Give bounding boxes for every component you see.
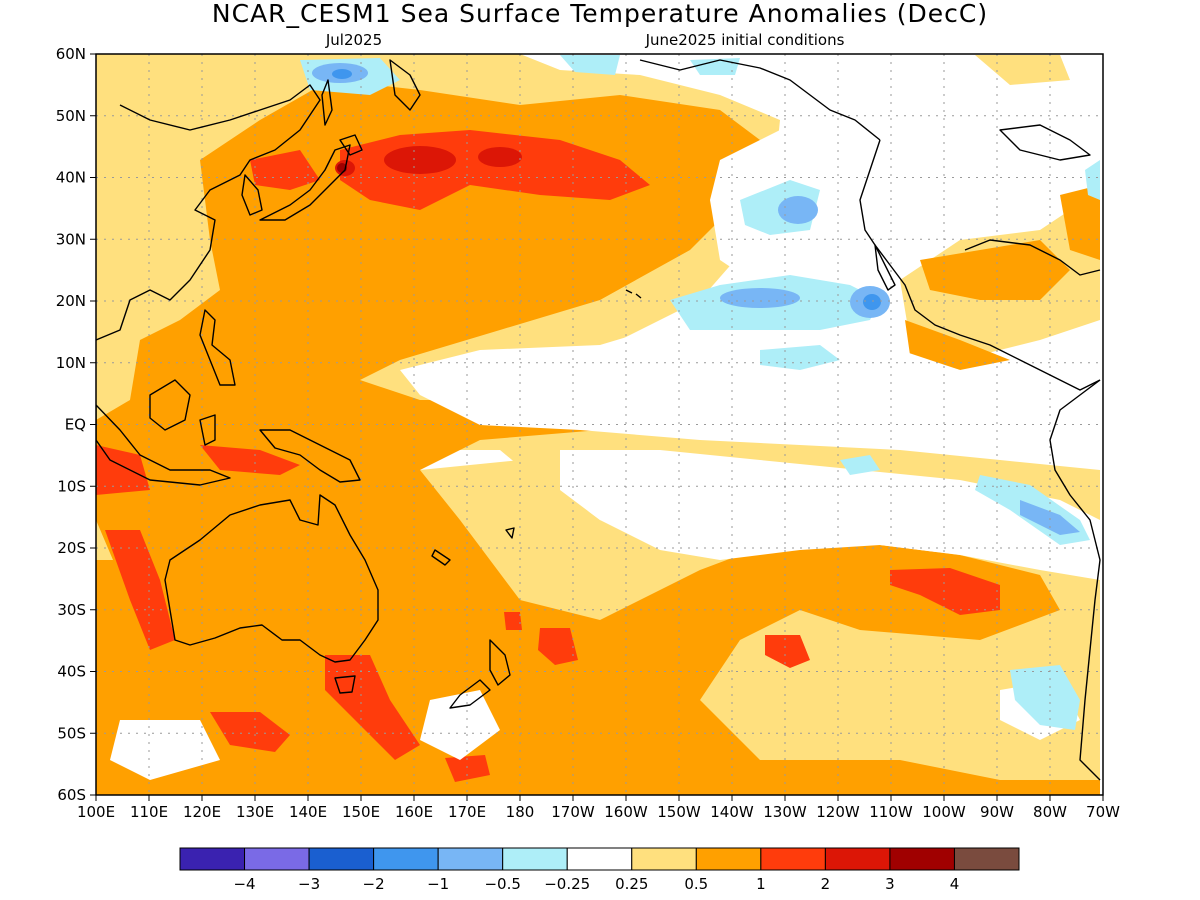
latitude-label: 50S (57, 724, 86, 742)
colorbar-label: 2 (821, 875, 831, 893)
longitude-label: 110E (130, 803, 168, 821)
colorbar-swatch (244, 847, 310, 871)
colorbar-swatch (824, 847, 891, 871)
colorbar-swatch (760, 847, 826, 871)
latitude-labels: 60N 50N 40N 30N 20N 10N EQ 10S 20S 30S 40S 50S 60S (56, 45, 86, 804)
hokkaido-coast (339, 134, 363, 156)
latitude-label: 40S (57, 663, 86, 681)
tasmania-coast (334, 675, 356, 694)
colorbar-swatch (502, 847, 568, 871)
australia-coast (164, 494, 379, 663)
initial-conditions-label: June2025 initial conditions (645, 31, 845, 49)
map-area (96, 54, 1103, 795)
map-title: NCAR_CESM1 Sea Surface Temperature Anoma… (212, 0, 988, 28)
longitude-labels: 100E 110E 120E 130E 140E 150E 160E 170E 180 170W 1… (77, 803, 1120, 821)
colorbar-swatch (631, 847, 697, 871)
longitude-label: 150W (657, 803, 701, 821)
longitude-label: 80W (1033, 803, 1067, 821)
longitude-label: 140W (710, 803, 754, 821)
longitude-label: 170E (448, 803, 486, 821)
colorbar-swatch (437, 847, 504, 871)
sulawesi-coast (199, 414, 216, 446)
latitude-label: EQ (65, 416, 86, 434)
colorbar-label: −4 (233, 875, 255, 893)
longitude-label: 170W (551, 803, 595, 821)
kamchatka-coast (389, 59, 421, 111)
colorbar-label: 3 (885, 875, 895, 893)
longitude-label: 100E (77, 803, 115, 821)
neutral-regions (110, 100, 1100, 780)
longitude-label: 160W (604, 803, 648, 821)
hawaii-islands (625, 289, 642, 299)
south-america-coast (1049, 379, 1101, 781)
colorbar-label: 4 (950, 875, 960, 893)
colorbar-label: 0.5 (684, 875, 708, 893)
philippines-coast (199, 309, 236, 386)
north-america-coast (859, 139, 1101, 391)
baja-california-coast (874, 244, 896, 291)
colorbar (179, 847, 1020, 871)
latitude-label: 10N (56, 354, 86, 372)
colorbar-swatch (695, 847, 762, 871)
coastlines (96, 59, 1101, 781)
new-zealand-south-coast (449, 679, 491, 709)
latitude-label: 20S (57, 539, 86, 557)
longitude-label: 130W (763, 803, 807, 821)
longitude-label: 90W (980, 803, 1014, 821)
valid-month-label: Jul2025 (325, 31, 382, 49)
latitude-label: 10S (57, 477, 86, 495)
longitude-label: 110W (869, 803, 913, 821)
longitude-label: 120W (816, 803, 860, 821)
fiji-islands (505, 527, 515, 539)
longitude-label: 130E (236, 803, 274, 821)
colorbar-labels: −4 −3 −2 −1 −0.5 −0.25 0.25 0.5 1 2 3 4 (233, 875, 959, 893)
new-caledonia-coast (431, 549, 451, 566)
colorbar-label: 1 (756, 875, 766, 893)
colorbar-label: −0.25 (544, 875, 590, 893)
borneo-coast (149, 379, 191, 431)
new-zealand-north-coast (489, 639, 511, 686)
colorbar-label: −3 (298, 875, 320, 893)
colorbar-swatch (566, 847, 633, 871)
colorbar-swatch (308, 847, 375, 871)
colorbar-label: −1 (427, 875, 449, 893)
latitude-label: 60S (57, 786, 86, 804)
latitude-label: 20N (56, 292, 86, 310)
colorbar-label: −0.5 (484, 875, 520, 893)
asia-mainland-coast (96, 84, 321, 341)
anomaly-field (96, 54, 1100, 795)
colorbar-swatch (889, 847, 955, 871)
graticule (96, 54, 1103, 795)
gulf-of-mexico-coast (964, 239, 1101, 276)
sumatra-java-coast (96, 404, 231, 486)
japan-coast (259, 144, 351, 221)
colorbar-swatch (953, 847, 1020, 871)
longitude-label: 70W (1086, 803, 1120, 821)
colorbar-label: 0.25 (615, 875, 648, 893)
latitude-label: 30S (57, 601, 86, 619)
longitude-label: 180 (506, 803, 535, 821)
sakhalin-coast (321, 79, 333, 126)
latitude-label: 40N (56, 169, 86, 187)
alaska-coast (639, 59, 881, 141)
latitude-label: 60N (56, 45, 86, 63)
colorbar-label: −2 (363, 875, 385, 893)
korea-coast (241, 174, 263, 216)
longitude-label: 160E (395, 803, 433, 821)
longitude-label: 120E (183, 803, 221, 821)
longitude-label: 140E (289, 803, 327, 821)
latitude-label: 30N (56, 230, 86, 248)
longitude-label: 100W (922, 803, 966, 821)
anomaly-minus-2-to-minus-1-regions (332, 69, 881, 310)
axis-ticks (90, 53, 1104, 801)
great-lakes-coast (999, 124, 1091, 161)
colorbar-swatch (373, 847, 439, 871)
latitude-label: 50N (56, 107, 86, 125)
colorbar-swatch (179, 847, 246, 871)
longitude-label: 150E (342, 803, 380, 821)
new-guinea-coast (259, 429, 361, 483)
